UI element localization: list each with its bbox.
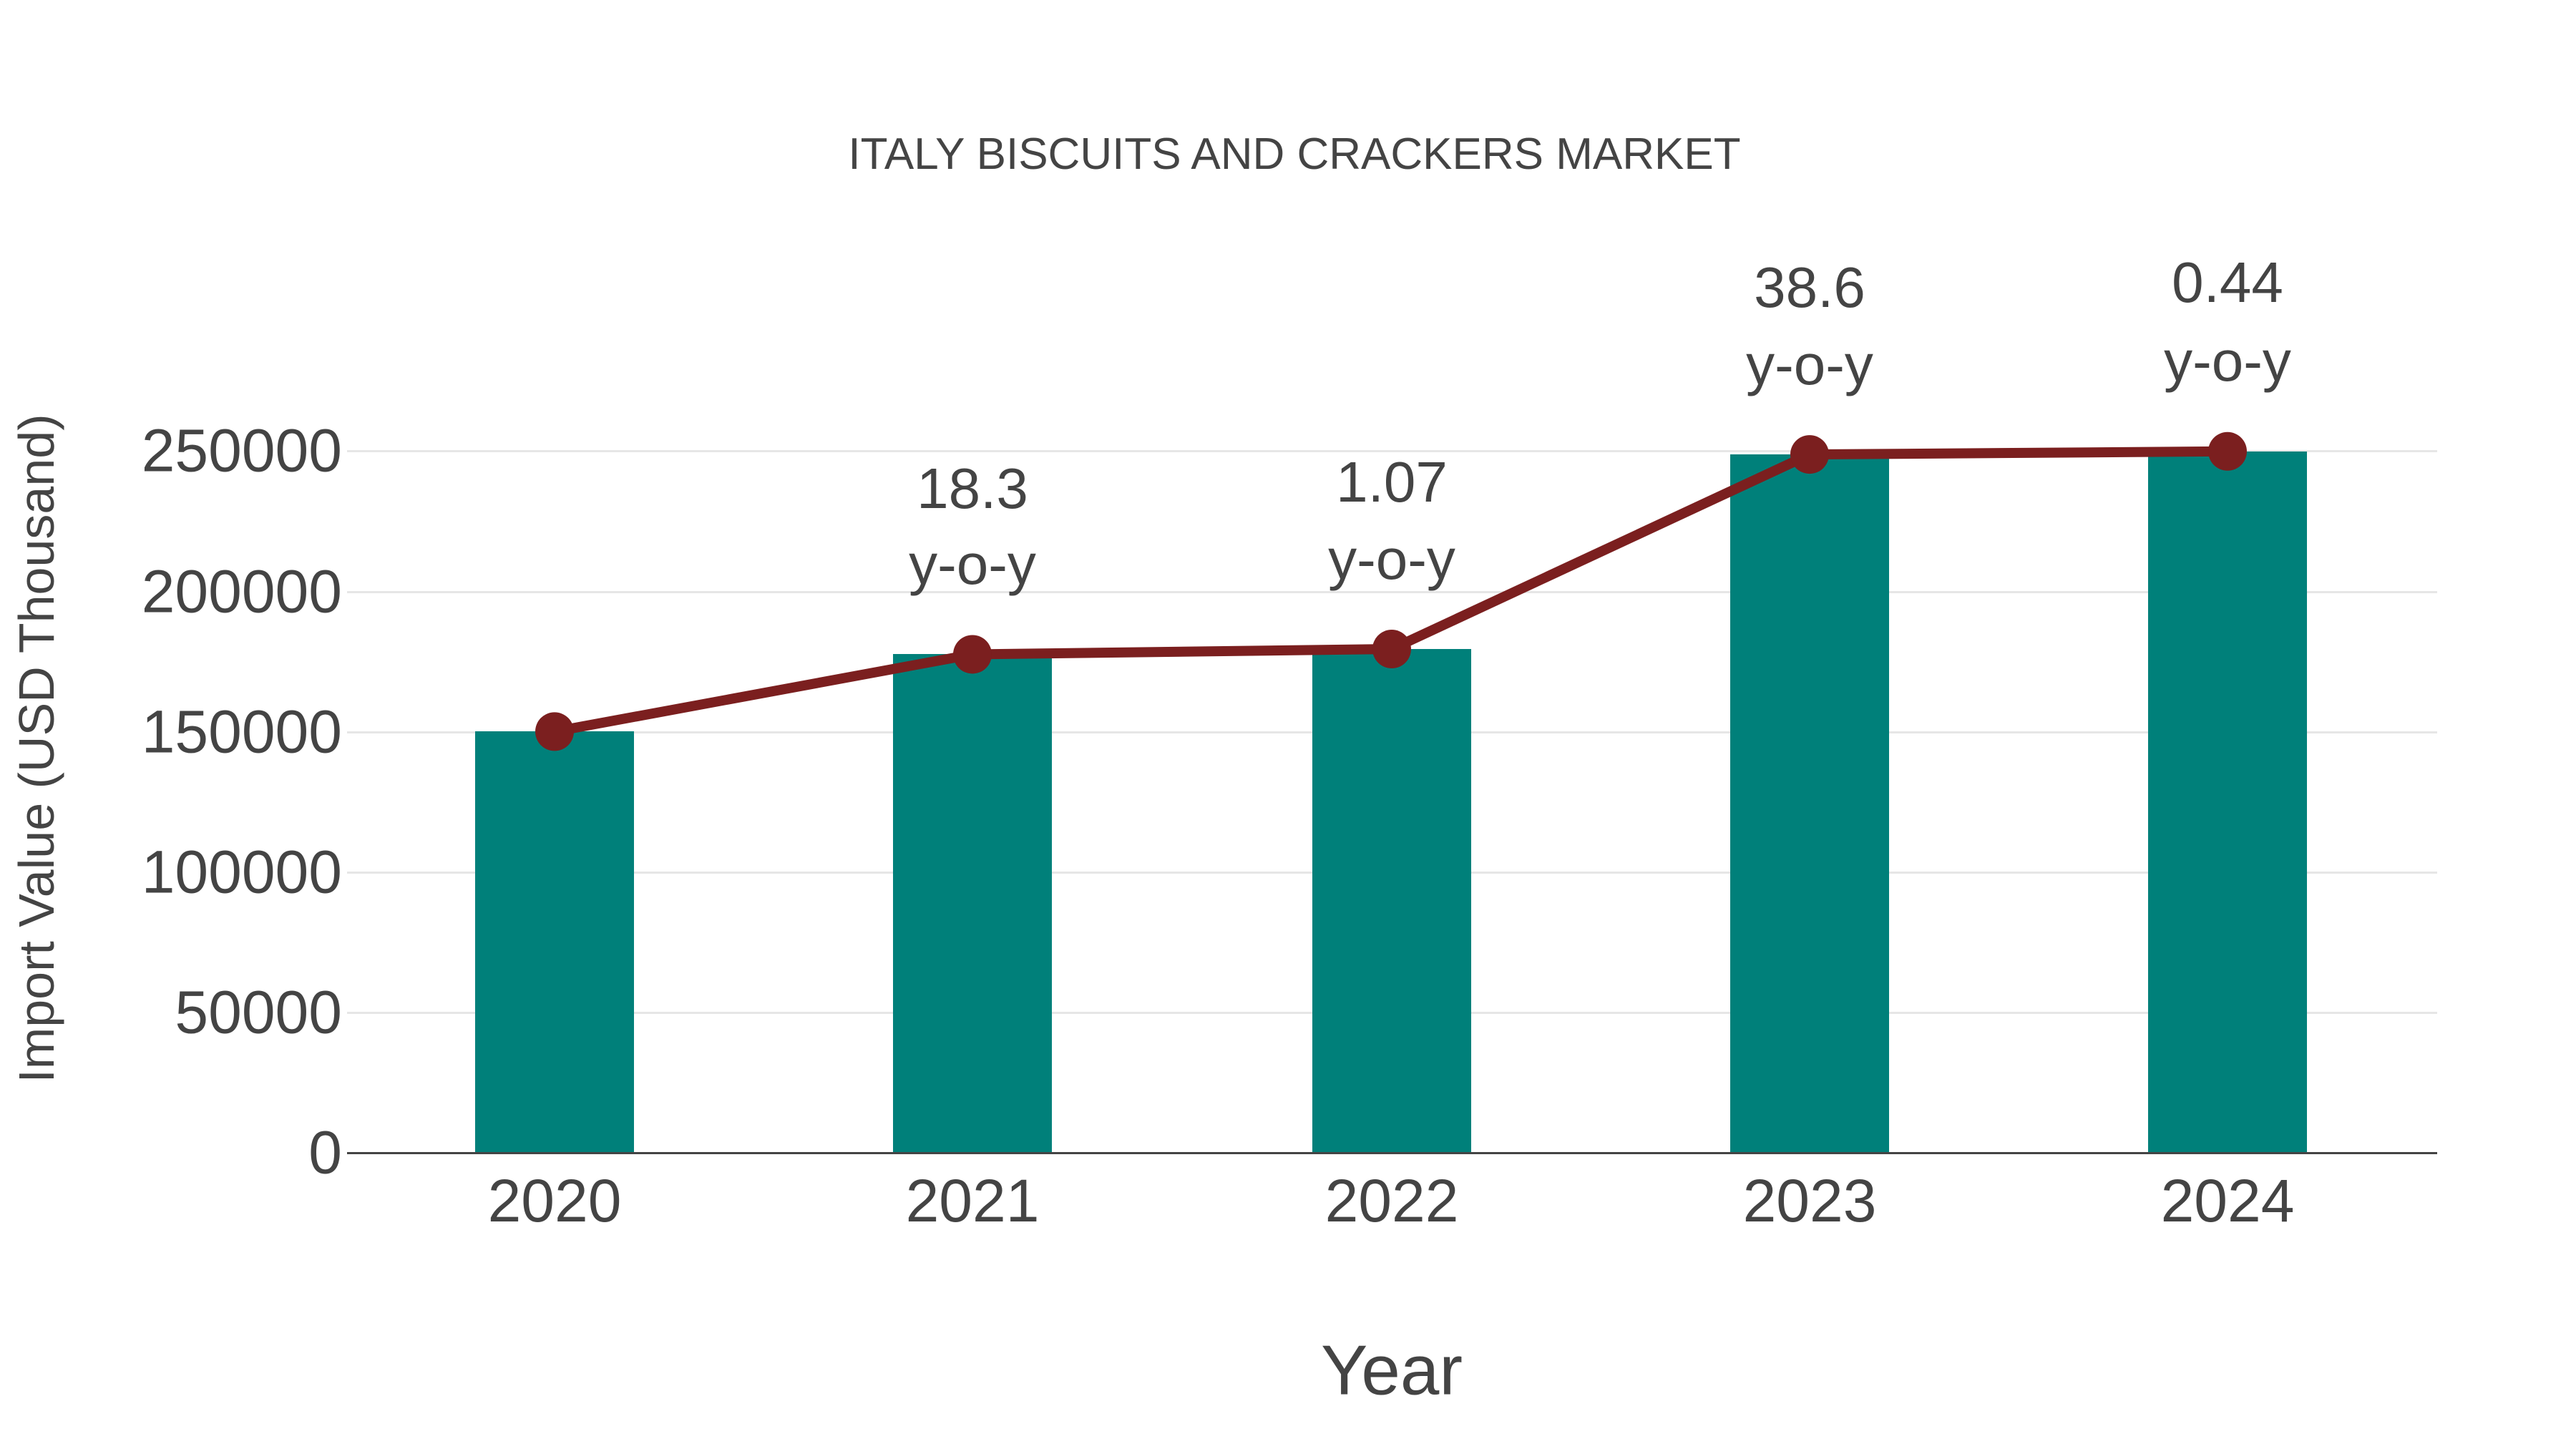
- yoy-value-2024: 0.44: [2172, 250, 2283, 314]
- line-marker-2022: [1372, 630, 1411, 669]
- yoy-label-2022: y-o-y: [1328, 527, 1455, 591]
- bar-2021: [893, 654, 1052, 1153]
- y-tick-label: 150000: [141, 698, 342, 766]
- yoy-label-2023: y-o-y: [1746, 333, 1873, 396]
- line-marker-2023: [1790, 435, 1829, 474]
- y-tick-label: 200000: [141, 557, 342, 625]
- yoy-value-2023: 38.6: [1754, 255, 1865, 319]
- bar-2024: [2148, 451, 2307, 1153]
- yoy-label-2021: y-o-y: [909, 532, 1036, 596]
- y-tick-label: 100000: [141, 838, 342, 906]
- x-axis-line: [347, 1152, 2437, 1154]
- gridline-200000: [347, 591, 2437, 593]
- y-tick-label: 50000: [175, 978, 342, 1046]
- x-tick-label: 2024: [2160, 1167, 2295, 1234]
- yoy-label-2024: y-o-y: [2164, 329, 2291, 393]
- yoy-value-2022: 1.07: [1336, 450, 1448, 514]
- gridline-250000: [347, 450, 2437, 452]
- line-marker-2021: [953, 635, 992, 674]
- chart-title: ITALY BISCUITS AND CRACKERS MARKET: [848, 130, 1741, 179]
- y-tick-label: 250000: [141, 416, 342, 484]
- line-marker-2020: [535, 712, 574, 751]
- yoy-value-2021: 18.3: [917, 457, 1028, 520]
- bar-2022: [1312, 649, 1471, 1153]
- y-tick-label: 0: [308, 1118, 342, 1186]
- x-tick-label: 2021: [905, 1167, 1040, 1234]
- x-tick-label: 2022: [1324, 1167, 1459, 1234]
- bar-2023: [1730, 454, 1889, 1153]
- x-tick-label: 2023: [1742, 1167, 1877, 1234]
- line-marker-2024: [2208, 431, 2247, 471]
- x-axis-title: Year: [1320, 1330, 1463, 1410]
- bar-2020: [475, 731, 634, 1153]
- x-tick-label: 2020: [487, 1167, 622, 1234]
